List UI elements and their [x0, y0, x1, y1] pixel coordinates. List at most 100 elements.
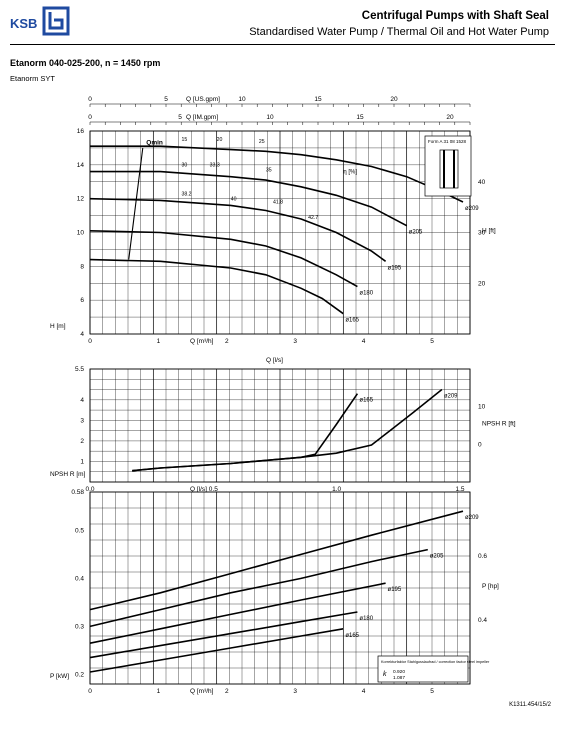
curve-d209 — [89, 510, 464, 611]
efficiency-label: η [%] — [343, 169, 357, 175]
efficiency-value: 30 — [181, 163, 187, 169]
efficiency-value: 33.3 — [210, 163, 220, 169]
variant-label: Etanorm SYT — [10, 74, 56, 83]
secondary-x-tick: 15 — [314, 96, 322, 103]
secondary-y-tick: 40 — [478, 179, 486, 186]
curve-d195 — [89, 582, 386, 644]
qmin-line — [128, 147, 144, 260]
ksb-logo: KSB — [10, 6, 70, 36]
inset-frame — [424, 135, 472, 197]
x-tick-label: 0 — [88, 688, 92, 695]
curve-d205 — [89, 548, 428, 628]
x-tick-label: 1.5 — [455, 486, 464, 493]
y-tick-label: 10 — [77, 230, 85, 237]
y-tick-label: 0.58 — [71, 489, 84, 496]
y-axis-label: NPSH R [m] — [50, 471, 86, 478]
x-tick-label: 0.5 — [209, 486, 218, 493]
k-value: 0.920 — [393, 669, 405, 675]
y-tick-label: 4 — [80, 331, 84, 338]
x-tick-label: 0 — [88, 338, 92, 345]
plot-frame — [89, 368, 471, 483]
page-title: Centrifugal Pumps with Shaft Seal — [361, 10, 549, 22]
secondary-y-label: P [hp] — [482, 583, 499, 590]
curve-d165 — [89, 258, 344, 315]
x-tick-label: 2 — [225, 338, 229, 345]
x-tick-label: 3 — [293, 338, 297, 345]
efficiency-value: 38.2 — [181, 191, 191, 197]
y-tick-label: 4 — [80, 397, 84, 404]
x-tick-label: 4 — [362, 338, 366, 345]
series-label: ø205 — [430, 554, 444, 560]
x-axis-label: Q [l/s] — [190, 486, 207, 493]
y-tick-label: 16 — [77, 128, 85, 135]
y-tick-label: 0.4 — [75, 575, 84, 582]
y-axis-label: H [m] — [50, 323, 66, 330]
y-tick-label: 6 — [80, 297, 84, 304]
x-tick-label: 1.0 — [332, 486, 341, 493]
curve-d180 — [89, 611, 358, 659]
secondary-x-tick: 5 — [178, 114, 182, 121]
curve-d205 — [90, 170, 408, 227]
y-tick-label: 5.5 — [75, 366, 84, 373]
efficiency-value: 35 — [266, 168, 272, 174]
npsh-top-axis-label: Q [l/s] — [266, 357, 283, 364]
secondary-y-tick: 0.4 — [478, 617, 487, 624]
x-tick-label: 5 — [430, 338, 434, 345]
x-axis-label: Q [m³/h] — [190, 688, 214, 695]
series-label: ø180 — [359, 291, 373, 297]
y-axis-label: P [kW] — [50, 673, 69, 680]
curve-d209 — [90, 145, 464, 203]
curve-d180 — [89, 230, 358, 288]
secondary-x-tick: 0 — [88, 96, 92, 103]
x-tick-label: 2 — [225, 688, 229, 695]
secondary-x-tick: 0 — [88, 114, 92, 121]
curve-d165 — [132, 393, 359, 472]
secondary-x-label: Q [IM.gpm] — [186, 114, 218, 121]
y-tick-label: 12 — [77, 196, 85, 203]
y-tick-label: 8 — [80, 263, 84, 270]
k-symbol: k — [383, 671, 387, 678]
inset-label: Form A 31 08 1528 — [428, 139, 467, 144]
series-label: ø205 — [409, 230, 423, 236]
series-label: ø209 — [444, 394, 458, 400]
y-tick-label: 2 — [80, 438, 84, 445]
series-label: ø165 — [345, 633, 359, 639]
footer-code: K1311.454/15/2 — [509, 702, 551, 708]
x-tick-label: 3 — [293, 688, 297, 695]
secondary-y-label: H [ft] — [482, 228, 496, 235]
efficiency-value: 15 — [181, 137, 187, 143]
x-tick-label: 5 — [430, 688, 434, 695]
curve-d165 — [89, 628, 344, 673]
series-label: ø209 — [465, 515, 479, 521]
x-axis-label: Q [m³/h] — [190, 338, 214, 345]
series-label: ø209 — [465, 206, 479, 212]
secondary-y-tick: 30 — [478, 230, 486, 237]
impeller-sketch — [439, 149, 459, 189]
model-label: Etanorm 040-025-200, n = 1450 rpm — [10, 58, 161, 68]
y-tick-label: 0.3 — [75, 623, 84, 630]
series-label: ø195 — [388, 587, 402, 593]
k-value: 1.087 — [393, 675, 405, 681]
efficiency-value: 20 — [217, 137, 223, 143]
correction-note-title: Korrekturfaktor Stahlgusslaufrad / corre… — [381, 660, 490, 664]
secondary-x-tick: 10 — [238, 96, 246, 103]
efficiency-value: 25 — [259, 139, 265, 145]
series-label: ø180 — [359, 616, 373, 622]
y-tick-label: 0.2 — [75, 671, 84, 678]
x-tick-label: 0.0 — [85, 486, 94, 493]
x-tick-label: 1 — [157, 688, 161, 695]
secondary-y-tick: 0.6 — [478, 553, 487, 560]
secondary-x-label: Q [US.gpm] — [186, 96, 220, 103]
plot-frame — [89, 491, 471, 685]
plot-frame — [89, 130, 471, 335]
efficiency-value: 41.8 — [273, 200, 283, 206]
x-tick-label: 4 — [362, 688, 366, 695]
curve-d195 — [89, 197, 387, 262]
series-label: ø165 — [359, 398, 373, 404]
logo-text: KSB — [10, 16, 37, 31]
efficiency-value: 42.7 — [308, 215, 318, 221]
secondary-x-tick: 10 — [266, 114, 274, 121]
x-tick-label: 1 — [157, 338, 161, 345]
y-tick-label: 0.5 — [75, 527, 84, 534]
